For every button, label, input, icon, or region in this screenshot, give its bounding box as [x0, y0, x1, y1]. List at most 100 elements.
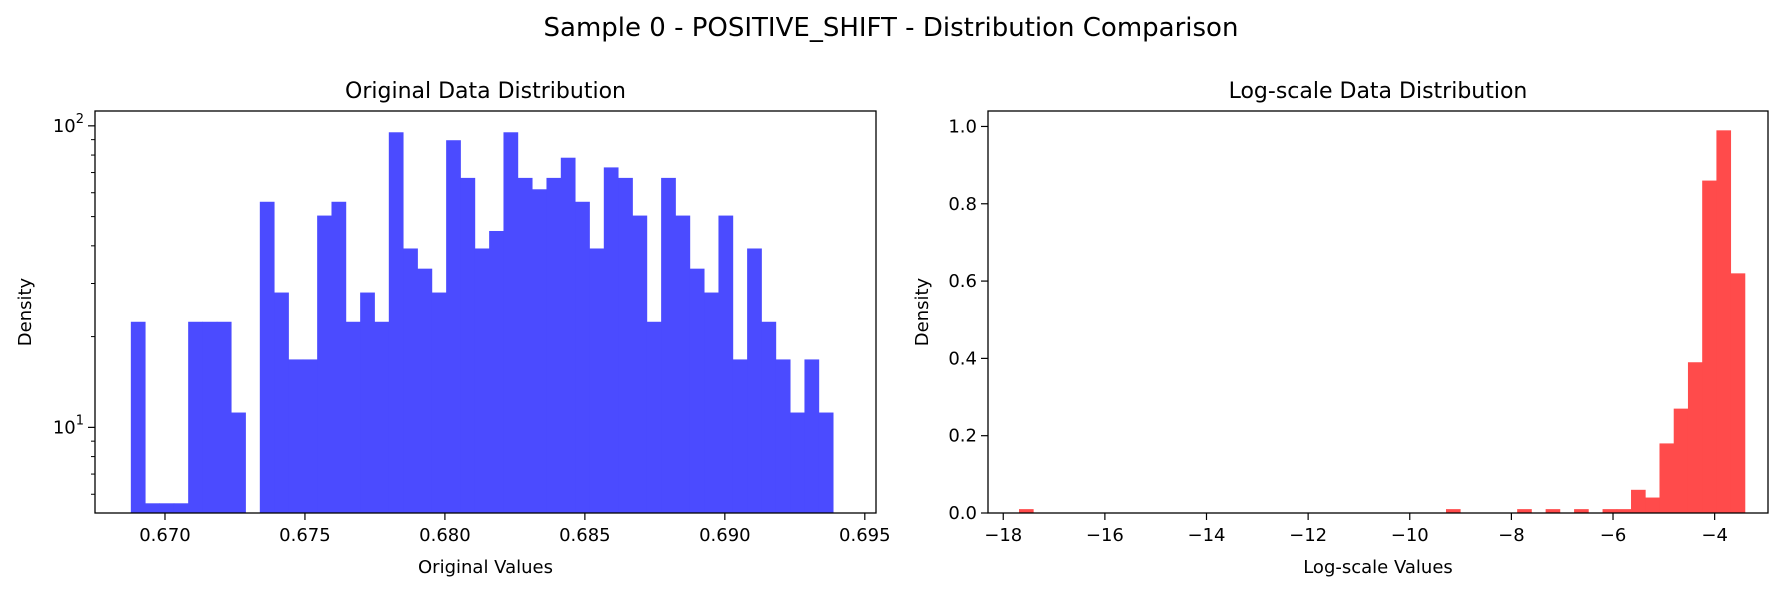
x-tick-label: −8	[1498, 525, 1525, 546]
histogram-bar	[446, 140, 461, 513]
histogram-bar	[1716, 130, 1732, 513]
x-axis-label: Original Values	[418, 557, 553, 578]
histogram-bar	[704, 292, 719, 513]
x-tick-label: −18	[984, 525, 1022, 546]
histogram-bar	[202, 321, 218, 513]
histogram-bar	[403, 248, 418, 514]
histogram-bar	[603, 167, 619, 513]
histogram-bar	[130, 321, 146, 513]
histogram-bar	[460, 177, 476, 513]
y-axis-label: Density	[912, 277, 933, 346]
histogram-bar	[145, 503, 160, 513]
bars	[1019, 130, 1746, 513]
x-tick-label: −16	[1086, 525, 1124, 546]
histogram-bar	[1687, 362, 1703, 513]
y-tick-label: 101	[53, 413, 84, 438]
histogram-bar	[417, 268, 433, 513]
histogram-bar	[345, 321, 361, 513]
histogram-bar	[747, 248, 762, 514]
histogram-bar	[374, 321, 390, 513]
histogram-bar	[689, 268, 705, 513]
histogram-bar	[661, 177, 676, 513]
x-tick-label: 0.680	[419, 525, 471, 546]
histogram-bar	[1673, 408, 1689, 513]
histogram-bar	[632, 215, 648, 513]
histogram-bar	[188, 321, 203, 513]
histogram-bar	[159, 503, 175, 513]
histogram-bar	[474, 248, 490, 514]
histogram-bar	[489, 230, 504, 514]
y-tick-label: 0.0	[948, 503, 977, 524]
histogram-bar	[790, 412, 805, 513]
plot-area-frame	[94, 110, 877, 514]
y-tick-label: 1.0	[948, 116, 977, 137]
histogram-bar	[302, 359, 318, 513]
figure-title: Sample 0 - POSITIVE_SHIFT - Distribution…	[544, 13, 1239, 43]
y-axis-label: Density	[15, 277, 36, 346]
x-tick-label: −6	[1600, 525, 1627, 546]
x-tick-label: 0.685	[559, 525, 611, 546]
histogram-bar	[517, 177, 533, 513]
histogram-bar	[331, 201, 347, 513]
histogram-bar	[288, 359, 304, 513]
histogram-bar	[1730, 273, 1746, 513]
histogram-bar	[1659, 443, 1675, 513]
y-tick-label: 0.4	[948, 348, 977, 369]
histogram-bar	[761, 321, 777, 513]
histogram-bar	[646, 321, 662, 513]
histogram-bar	[818, 412, 834, 513]
y-tick-label: 0.8	[948, 194, 977, 215]
chart-title: Log-scale Data Distribution	[1229, 79, 1528, 104]
x-tick-label: 0.690	[699, 525, 751, 546]
y-tick-label: 0.2	[948, 426, 977, 447]
histogram-bar	[360, 292, 375, 513]
histogram-bar	[804, 359, 820, 513]
histogram-bar	[589, 248, 605, 514]
histogram-bar	[431, 292, 447, 513]
histogram-bar	[259, 201, 275, 513]
histogram-bar	[231, 412, 246, 513]
histogram-bar	[1631, 489, 1646, 513]
x-tick-label: −14	[1188, 525, 1226, 546]
histogram-bar	[546, 177, 562, 513]
plot-area-frame	[987, 110, 1769, 514]
histogram-bar	[216, 321, 232, 513]
histogram-bar	[317, 215, 332, 513]
chart-original-distribution: Original Data Distribution 0.670 0.675 0.6…	[15, 79, 891, 578]
ticks: −18 −16 −14 −12 −10 −8 −6 −4 0.0 0.2 0.4 0.6 0.8 1.0	[948, 116, 1728, 546]
histogram-bar	[560, 157, 576, 513]
histogram-bar	[388, 132, 404, 513]
x-tick-label: 0.695	[839, 525, 891, 546]
x-tick-label: 0.675	[279, 525, 331, 546]
histogram-bar	[618, 177, 633, 513]
histogram-bar	[1602, 509, 1618, 513]
histogram-bar	[1574, 509, 1589, 513]
histogram-bar	[775, 359, 791, 513]
x-tick-label: 0.670	[139, 525, 191, 546]
histogram-bar	[173, 503, 189, 513]
bars	[130, 132, 834, 514]
x-tick-label: −4	[1701, 525, 1728, 546]
chart-title: Original Data Distribution	[345, 79, 626, 104]
chart-log-scale-distribution: Log-scale Data Distribution −18 −16 −14 −12…	[912, 79, 1769, 578]
histogram-bar	[575, 201, 590, 513]
histogram-bar	[718, 215, 734, 513]
histogram-bar	[1702, 180, 1717, 513]
y-tick-label: 0.6	[948, 271, 977, 292]
ticks: 0.670 0.675 0.680 0.685 0.690 0.695 101 102	[53, 112, 891, 546]
histogram-bar	[1645, 497, 1660, 513]
histogram-bar	[675, 215, 691, 513]
x-tick-label: −12	[1289, 525, 1327, 546]
histogram-bar	[1545, 509, 1561, 513]
histogram-bar	[1019, 509, 1034, 513]
x-tick-label: −10	[1391, 525, 1429, 546]
histogram-bar	[1445, 509, 1461, 513]
y-tick-label: 102	[53, 112, 84, 137]
histogram-bar	[1616, 509, 1632, 513]
histogram-bar	[1517, 509, 1532, 513]
histogram-bar	[503, 132, 519, 513]
histogram-bar	[532, 189, 547, 514]
x-axis-label: Log-scale Values	[1303, 557, 1453, 578]
histogram-bar	[732, 359, 748, 513]
